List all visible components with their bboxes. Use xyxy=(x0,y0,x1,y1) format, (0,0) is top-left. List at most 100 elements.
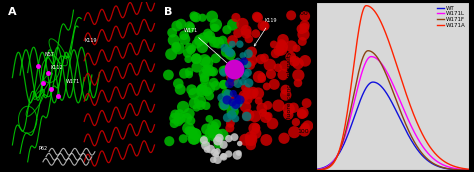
Point xyxy=(184,52,191,54)
Point xyxy=(248,93,255,95)
Point xyxy=(186,24,193,27)
Text: C: C xyxy=(289,0,297,8)
Point xyxy=(215,143,222,145)
Point xyxy=(188,47,196,50)
Point xyxy=(191,16,198,19)
Point xyxy=(232,72,240,75)
Point xyxy=(206,35,213,37)
Point xyxy=(244,63,252,66)
Point xyxy=(229,79,237,82)
Point xyxy=(259,24,266,27)
Point xyxy=(252,132,260,135)
Text: K119: K119 xyxy=(84,38,97,43)
Point xyxy=(301,24,309,27)
Point xyxy=(262,116,269,119)
Point xyxy=(234,32,242,35)
Text: N57: N57 xyxy=(45,52,55,57)
Point xyxy=(245,114,252,116)
Point xyxy=(246,64,254,66)
Point xyxy=(173,46,180,49)
Point xyxy=(174,82,182,85)
Point xyxy=(245,52,252,55)
Point xyxy=(258,77,266,80)
Point xyxy=(201,138,209,141)
Point xyxy=(242,105,249,108)
Point xyxy=(291,131,298,133)
Point xyxy=(203,148,211,151)
Point xyxy=(240,60,248,63)
Point xyxy=(221,47,228,49)
Point xyxy=(245,37,253,40)
Point xyxy=(245,82,253,84)
Point xyxy=(242,29,250,32)
Point xyxy=(202,144,210,147)
Point xyxy=(252,32,260,35)
Point xyxy=(185,129,192,132)
Point xyxy=(226,127,234,129)
Text: K119: K119 xyxy=(254,18,277,46)
Point xyxy=(183,117,191,119)
Point xyxy=(220,83,228,86)
Point xyxy=(299,40,306,43)
Point xyxy=(255,100,263,102)
Point xyxy=(188,130,195,133)
Point xyxy=(280,137,288,140)
Point xyxy=(229,110,237,113)
Point xyxy=(224,93,232,95)
Point xyxy=(228,101,236,104)
Point xyxy=(258,107,265,110)
Y-axis label: Fluorescence intensity: Fluorescence intensity xyxy=(286,51,292,121)
Point xyxy=(206,117,213,120)
Point xyxy=(241,138,249,141)
Point xyxy=(243,115,250,118)
Point xyxy=(210,158,217,161)
Point xyxy=(201,78,209,81)
Point xyxy=(196,39,204,42)
Point xyxy=(229,23,237,26)
Point xyxy=(240,94,248,97)
Point xyxy=(267,73,275,76)
Point xyxy=(188,131,195,134)
Point xyxy=(232,104,239,106)
Point xyxy=(224,116,231,119)
Point xyxy=(300,33,307,36)
Point xyxy=(190,137,197,140)
Point xyxy=(219,155,227,158)
Point xyxy=(201,59,209,62)
Point xyxy=(264,115,272,117)
Point xyxy=(242,86,249,89)
Point xyxy=(272,52,279,55)
Point xyxy=(229,39,237,42)
Point xyxy=(211,41,219,44)
Point xyxy=(176,88,184,91)
Point xyxy=(198,89,206,91)
Point xyxy=(275,49,283,52)
Point xyxy=(279,38,287,41)
Point xyxy=(208,132,216,135)
Point xyxy=(243,90,250,92)
Point xyxy=(266,63,273,66)
Point xyxy=(212,23,219,26)
Point xyxy=(209,38,216,41)
Point xyxy=(227,52,235,54)
Point xyxy=(237,68,245,71)
Text: P62: P62 xyxy=(38,146,47,151)
Point xyxy=(263,85,271,88)
Point xyxy=(230,66,238,69)
Point xyxy=(185,70,193,73)
Point xyxy=(187,25,194,28)
Point xyxy=(193,106,201,109)
Point xyxy=(281,64,288,67)
Point xyxy=(223,99,231,101)
Point xyxy=(212,153,220,156)
Point xyxy=(198,89,206,92)
Point xyxy=(191,102,198,105)
Point xyxy=(181,72,188,75)
Point xyxy=(193,42,201,45)
Text: W171: W171 xyxy=(66,79,80,84)
Point xyxy=(210,81,218,84)
Point xyxy=(234,99,242,102)
Point xyxy=(298,28,305,30)
Point xyxy=(172,44,180,47)
Point xyxy=(234,60,242,62)
